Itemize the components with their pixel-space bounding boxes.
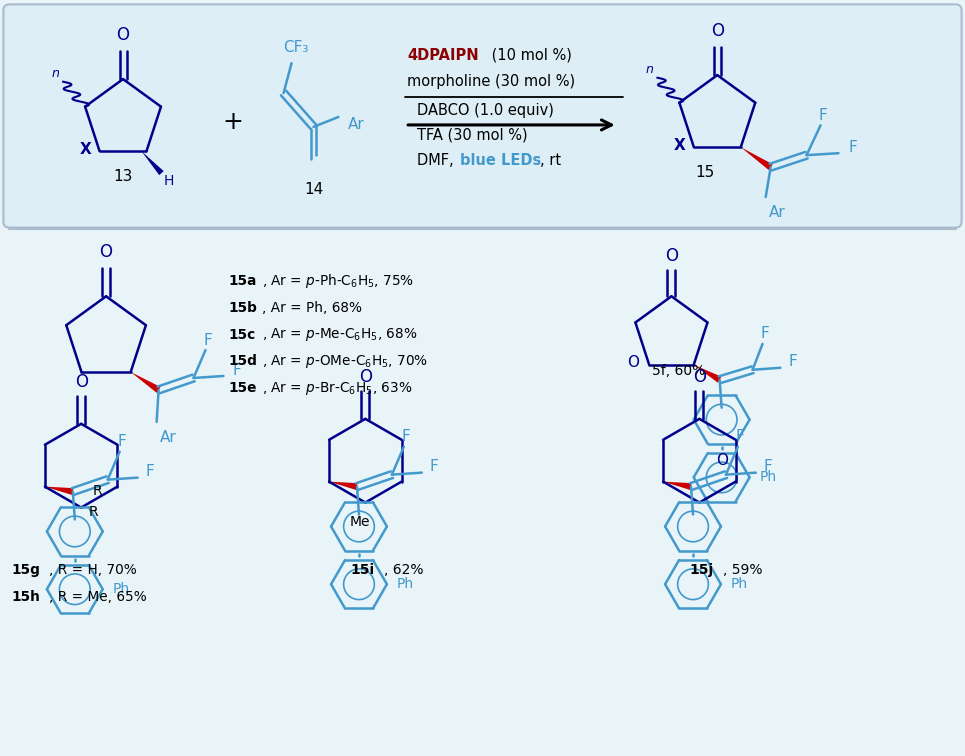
- Text: O: O: [693, 368, 705, 386]
- Text: 15j: 15j: [689, 563, 713, 578]
- Text: 5f, 60%: 5f, 60%: [651, 364, 704, 378]
- Text: 15h: 15h: [12, 590, 41, 604]
- Text: 15e: 15e: [229, 381, 257, 395]
- Text: F: F: [232, 363, 241, 377]
- Text: , Ar = $p$-OMe-C$_6$H$_5$, 70%: , Ar = $p$-OMe-C$_6$H$_5$, 70%: [262, 353, 427, 370]
- Text: Ph: Ph: [397, 578, 414, 591]
- Polygon shape: [663, 482, 692, 490]
- Text: H: H: [163, 174, 174, 188]
- Text: +: +: [222, 110, 243, 134]
- Text: , Ar = Ph, 68%: , Ar = Ph, 68%: [262, 301, 362, 315]
- Text: , Ar = $p$-Me-C$_6$H$_5$, 68%: , Ar = $p$-Me-C$_6$H$_5$, 68%: [262, 327, 417, 343]
- Text: X: X: [80, 141, 92, 156]
- Text: X: X: [674, 138, 686, 153]
- Text: 15c: 15c: [229, 328, 256, 342]
- Text: DMF,: DMF,: [417, 153, 458, 169]
- Text: 15i: 15i: [350, 563, 374, 578]
- Text: O: O: [117, 26, 129, 45]
- Text: CF₃: CF₃: [283, 40, 308, 54]
- Text: F: F: [735, 429, 744, 445]
- Text: O: O: [359, 368, 372, 386]
- Text: O: O: [99, 243, 113, 262]
- Text: R: R: [89, 504, 97, 519]
- Polygon shape: [130, 372, 160, 393]
- Text: Me: Me: [350, 516, 371, 529]
- Text: Ph: Ph: [759, 470, 777, 485]
- Text: blue LEDs: blue LEDs: [460, 153, 541, 169]
- Text: 15a: 15a: [229, 274, 257, 288]
- Text: , Ar = $p$-Br-C$_6$H$_5$, 63%: , Ar = $p$-Br-C$_6$H$_5$, 63%: [262, 380, 412, 397]
- Text: 15: 15: [696, 166, 715, 180]
- Text: 15b: 15b: [229, 301, 258, 315]
- Polygon shape: [741, 147, 773, 170]
- Text: TFA (30 mol %): TFA (30 mol %): [417, 128, 528, 142]
- Polygon shape: [694, 365, 722, 383]
- Text: F: F: [760, 327, 769, 342]
- Text: Ar: Ar: [769, 206, 786, 221]
- Text: Ar: Ar: [348, 117, 365, 132]
- Text: O: O: [74, 373, 88, 391]
- Text: DABCO (1.0 equiv): DABCO (1.0 equiv): [417, 104, 554, 119]
- Text: F: F: [763, 459, 772, 474]
- Text: 13: 13: [113, 169, 133, 184]
- Text: morpholine (30 mol %): morpholine (30 mol %): [407, 73, 575, 88]
- Text: F: F: [429, 459, 438, 474]
- Text: O: O: [716, 453, 728, 468]
- Text: F: F: [145, 464, 154, 479]
- Text: , R = H, 70%: , R = H, 70%: [49, 563, 137, 578]
- Text: R: R: [93, 484, 102, 497]
- Text: Ph: Ph: [731, 578, 748, 591]
- Text: F: F: [848, 140, 857, 155]
- Text: , 62%: , 62%: [384, 563, 424, 578]
- Text: , R = Me, 65%: , R = Me, 65%: [49, 590, 147, 604]
- Text: , 59%: , 59%: [724, 563, 762, 578]
- Text: F: F: [818, 108, 827, 122]
- Text: 4DPAIPN: 4DPAIPN: [407, 48, 479, 63]
- Text: O: O: [711, 22, 724, 40]
- Text: O: O: [627, 355, 639, 370]
- Text: F: F: [788, 355, 797, 369]
- Text: n: n: [51, 67, 59, 80]
- Text: Ar: Ar: [160, 430, 177, 445]
- Text: 14: 14: [304, 182, 323, 197]
- Text: n: n: [646, 64, 653, 76]
- Polygon shape: [45, 487, 73, 495]
- Polygon shape: [142, 151, 164, 175]
- Text: O: O: [665, 247, 678, 265]
- Text: 15d: 15d: [229, 355, 258, 368]
- Text: , rt: , rt: [539, 153, 561, 169]
- Text: F: F: [203, 333, 212, 348]
- Text: (10 mol %): (10 mol %): [487, 48, 572, 63]
- Polygon shape: [329, 482, 358, 490]
- Text: Ph: Ph: [113, 582, 130, 596]
- Text: 15g: 15g: [12, 563, 41, 578]
- Text: F: F: [118, 434, 126, 449]
- Text: , Ar = $p$-Ph-C$_6$H$_5$, 75%: , Ar = $p$-Ph-C$_6$H$_5$, 75%: [262, 272, 414, 290]
- Text: F: F: [401, 429, 410, 445]
- FancyBboxPatch shape: [4, 5, 961, 228]
